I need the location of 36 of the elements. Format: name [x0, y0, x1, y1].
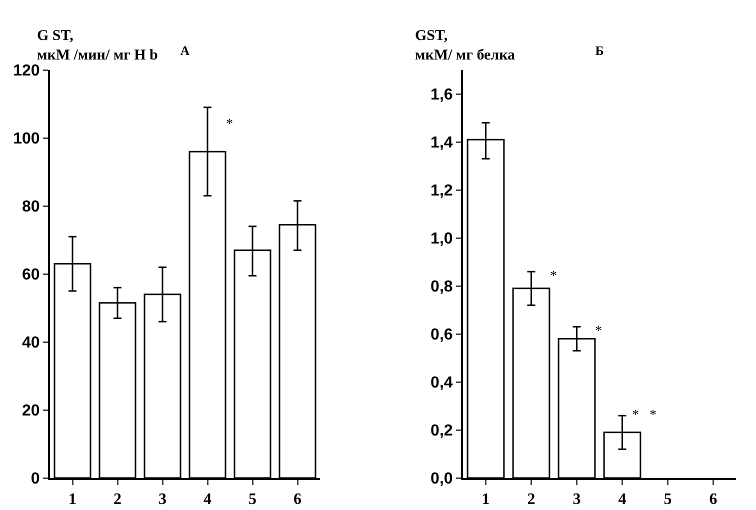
x-tick-label: 1	[482, 491, 490, 508]
y-tick-label: 40	[22, 334, 40, 352]
y-tick-label: 1,4	[430, 134, 453, 152]
y-tick-label: 1,6	[430, 86, 453, 104]
annotation: * *	[632, 408, 656, 423]
y-tick-label: 0,6	[430, 326, 453, 344]
x-tick-label: 1	[68, 491, 76, 508]
x-tick-label: 4	[618, 491, 626, 508]
x-tick-label: 6	[294, 491, 302, 508]
y-tick-label: 0,8	[430, 278, 453, 296]
x-tick-label: 2	[527, 491, 536, 508]
y-tick-label: 80	[22, 198, 40, 216]
y-tick-label: 100	[13, 130, 40, 148]
y-tick-label: 120	[13, 62, 40, 80]
y-tick-label: 0,0	[430, 470, 453, 488]
annotation: *	[595, 324, 602, 339]
y-tick-label: 1,2	[430, 182, 453, 200]
annotation: *	[226, 117, 233, 132]
x-tick-label: 5	[248, 491, 256, 508]
y-axis-title: GST, мкМ/ мг белка	[415, 28, 516, 64]
x-tick-label: 6	[709, 491, 718, 508]
y-tick-label: 0,2	[430, 422, 453, 440]
y-axis-title: G ST, мкМ /мин/ мг H b	[37, 28, 158, 64]
chart-title: А	[180, 43, 190, 58]
x-tick-label: 3	[572, 491, 581, 508]
x-tick-label: 4	[204, 491, 212, 508]
y-tick-label: 1,0	[430, 230, 453, 248]
x-tick-label: 3	[158, 491, 166, 508]
y-tick-label: 60	[22, 266, 40, 284]
annotation: *	[550, 269, 557, 284]
x-tick-label: 5	[664, 491, 672, 508]
chart-title: Б	[595, 43, 604, 58]
y-tick-label: 0	[30, 470, 40, 488]
y-tick-label: 20	[22, 402, 40, 420]
y-tick-label: 0,4	[430, 374, 453, 392]
x-tick-label: 2	[114, 491, 122, 508]
